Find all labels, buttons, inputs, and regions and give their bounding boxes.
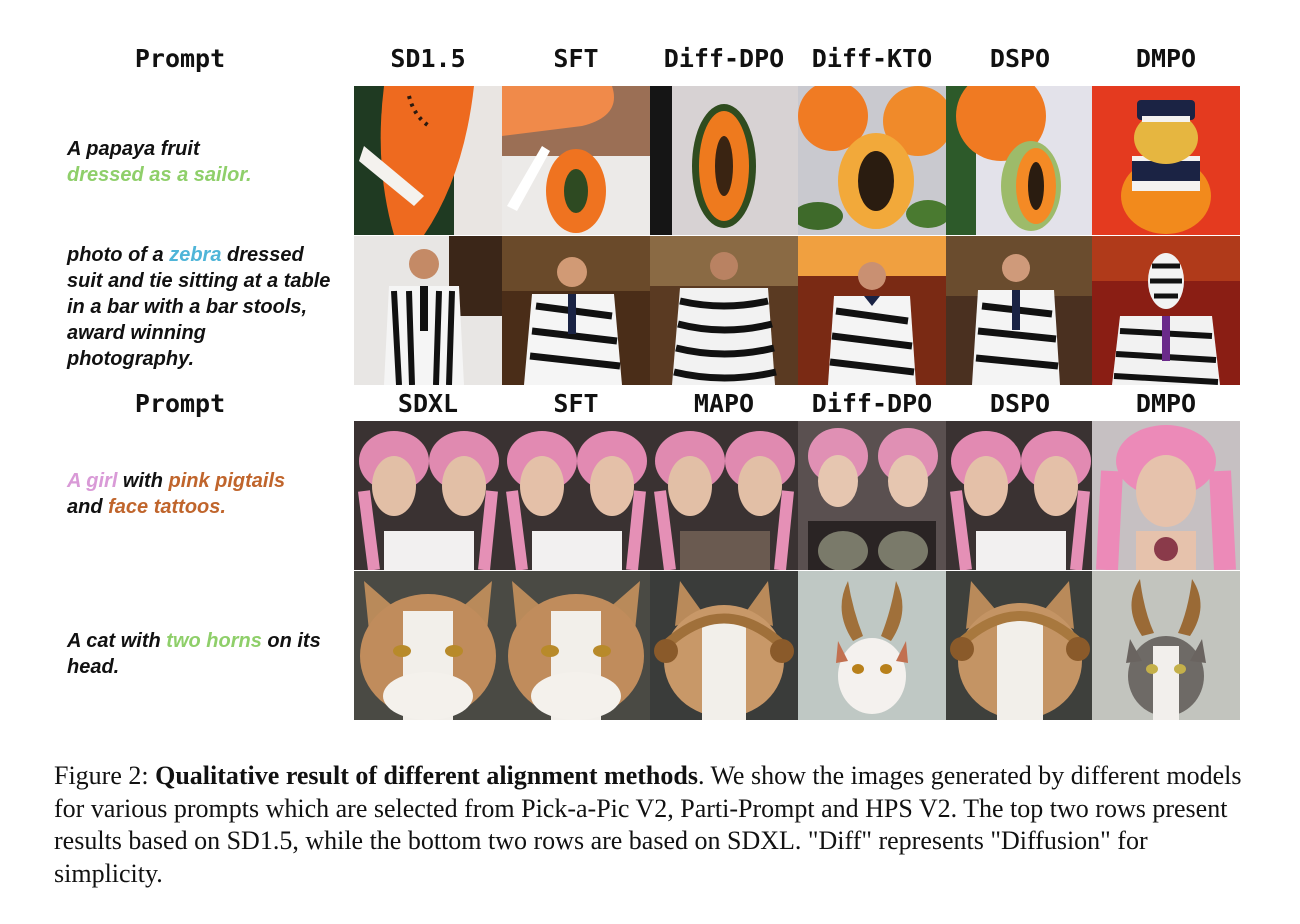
- prompt-papaya-highlight: dressed as a sailor.: [67, 164, 252, 186]
- image-girl-dspo: [946, 421, 1094, 570]
- prompt-papaya: A papaya fruit dressed as a sailor.: [67, 136, 352, 188]
- prompt-cat: A cat with two horns on its head.: [67, 628, 337, 680]
- image-zebra-diff-kto: [798, 236, 946, 385]
- image-papaya-diff-dpo: [650, 86, 798, 235]
- image-cat-dmpo: [1092, 571, 1240, 720]
- header-sd15: SD1.5: [390, 44, 466, 73]
- image-zebra-diff-dpo: [650, 236, 798, 385]
- prompt-girl-highlight3: face tattoos.: [108, 496, 226, 518]
- image-girl-diff-dpo: [798, 421, 946, 570]
- image-cat-sdxl: [354, 571, 502, 720]
- image-girl-sft: [502, 421, 650, 570]
- header-dmpo-bottom: DMPO: [1135, 389, 1197, 418]
- header-sft-top: SFT: [553, 44, 599, 73]
- image-girl-mapo: [650, 421, 798, 570]
- prompt-girl-highlight1: A girl: [67, 470, 118, 492]
- image-girl-sdxl: [354, 421, 502, 570]
- caption-label: Figure 2:: [54, 761, 156, 790]
- image-papaya-dmpo: [1092, 86, 1240, 235]
- header-mapo: MAPO: [693, 389, 755, 418]
- image-girl-dmpo: [1092, 421, 1240, 570]
- header-diff-dpo-bottom: Diff-DPO: [811, 389, 933, 418]
- caption-body: . We show the images generated by differ…: [54, 761, 1242, 888]
- prompt-girl-text1: with: [117, 470, 169, 492]
- image-cat-diff-dpo: [798, 571, 946, 720]
- prompt-girl-highlight2: pink pigtails: [168, 470, 286, 492]
- prompt-girl: A girl with pink pigtails and face tatto…: [67, 468, 352, 520]
- image-cat-sft: [502, 571, 650, 720]
- image-papaya-sd15: [354, 86, 502, 235]
- header-sft-bottom: SFT: [553, 389, 599, 418]
- prompt-papaya-line1: A papaya fruit: [67, 138, 200, 160]
- image-papaya-diff-kto: [798, 86, 946, 235]
- image-cat-mapo: [650, 571, 798, 720]
- prompt-zebra-highlight: zebra: [169, 244, 222, 266]
- image-zebra-dspo: [946, 236, 1094, 385]
- prompt-girl-text2: and: [67, 496, 109, 518]
- header-dspo-bottom: DSPO: [989, 389, 1051, 418]
- prompt-zebra-text2: dressed suit and tie sitting at a table …: [67, 244, 331, 370]
- header-dspo-top: DSPO: [989, 44, 1051, 73]
- image-zebra-dmpo: [1092, 236, 1240, 385]
- header-sdxl: SDXL: [397, 389, 459, 418]
- header-diff-kto: Diff-KTO: [811, 44, 933, 73]
- figure-caption: Figure 2: Qualitative result of differen…: [54, 760, 1254, 890]
- image-papaya-sft: [502, 86, 650, 235]
- prompt-cat-text2: on its head.: [67, 630, 321, 678]
- image-cat-dspo: [946, 571, 1094, 720]
- prompt-zebra-text1: photo of a: [67, 244, 170, 266]
- prompt-cat-highlight: two horns: [166, 630, 262, 652]
- header-prompt-top: Prompt: [134, 44, 226, 73]
- caption-title: Qualitative result of different alignmen…: [155, 761, 698, 790]
- image-papaya-dspo: [946, 86, 1094, 235]
- image-zebra-sd15: [354, 236, 502, 385]
- prompt-cat-text1: A cat with: [67, 630, 167, 652]
- header-diff-dpo-top: Diff-DPO: [663, 44, 785, 73]
- image-zebra-sft: [502, 236, 650, 385]
- header-dmpo-top: DMPO: [1135, 44, 1197, 73]
- header-prompt-bottom: Prompt: [134, 389, 226, 418]
- prompt-zebra: photo of a zebra dressed suit and tie si…: [67, 242, 337, 372]
